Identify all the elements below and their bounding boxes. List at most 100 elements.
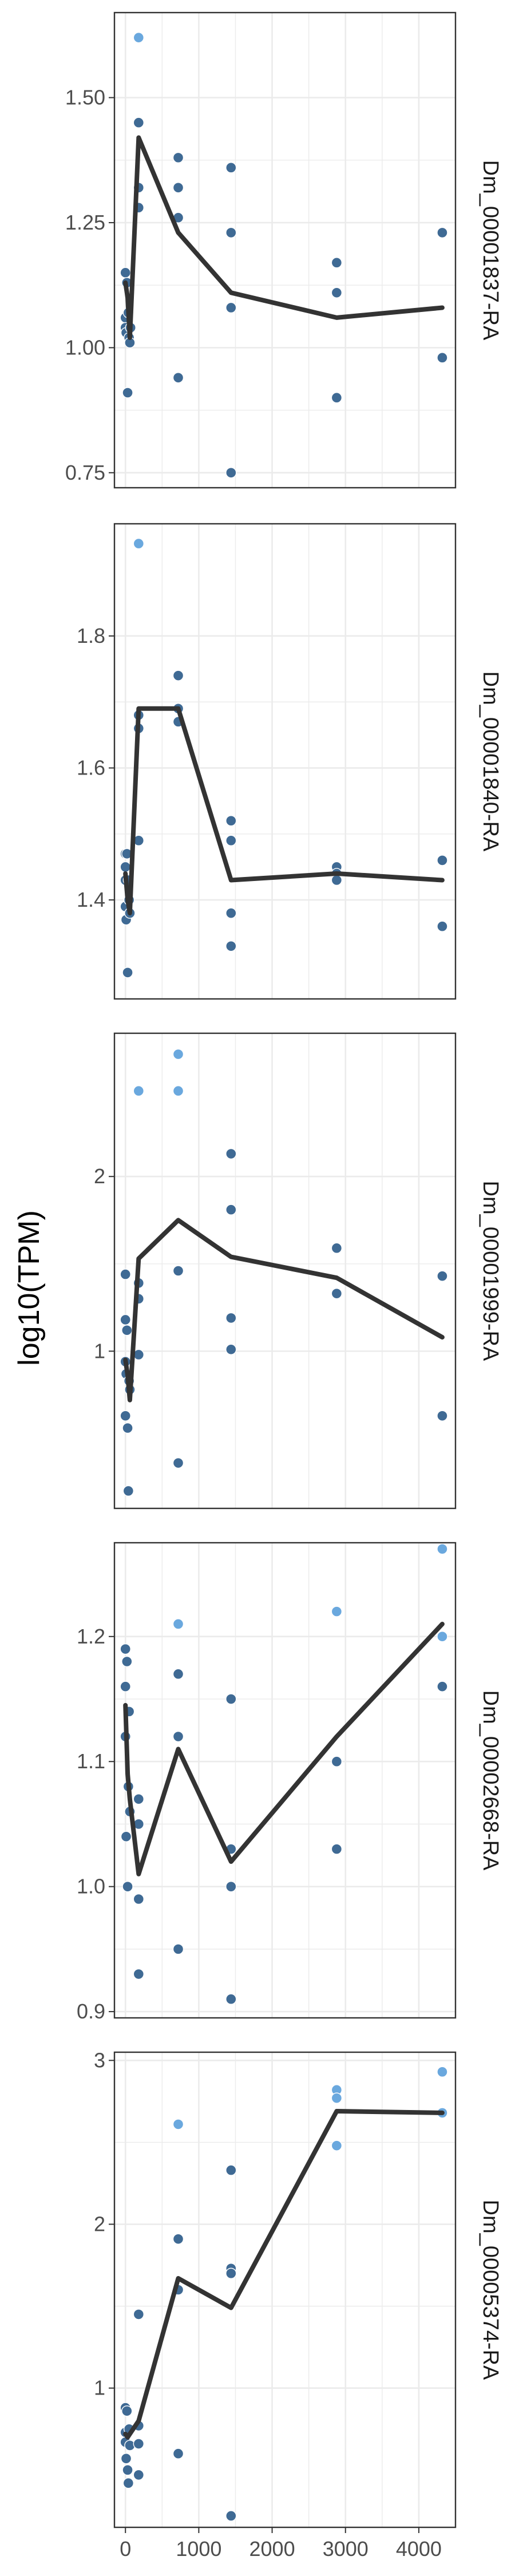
data-point (225, 302, 237, 314)
data-point (172, 1457, 184, 1469)
data-point (225, 1204, 237, 1215)
data-point (133, 1793, 144, 1805)
y-tick-label: 1.00 (65, 335, 105, 359)
data-point (437, 1543, 448, 1555)
data-point (120, 267, 131, 279)
data-point (121, 1656, 133, 1668)
data-point (225, 467, 237, 479)
facet-panel-5: 1 2 3 Dm_00005374-RA (94, 2048, 502, 2528)
y-axis-label: log10(TPM) (13, 1210, 46, 1366)
data-point (437, 855, 448, 866)
trend-line (123, 706, 445, 916)
data-point (133, 1085, 144, 1097)
trend-line (123, 1218, 445, 1402)
data-point (120, 1831, 132, 1842)
data-point (172, 1668, 184, 1680)
data-point (133, 2309, 144, 2320)
strip-label: Dm_00001840-RA (478, 671, 502, 852)
data-point (331, 1287, 343, 1299)
data-point (122, 2464, 133, 2476)
data-point (437, 1410, 448, 1421)
y-tick-label: 1.1 (77, 1749, 105, 1773)
data-point (331, 257, 343, 268)
panel-background (114, 524, 455, 999)
data-point (122, 2478, 134, 2489)
y-tick-label: 1 (94, 1339, 105, 1362)
data-point (225, 2164, 237, 2176)
data-point (437, 1270, 448, 1282)
data-point (437, 2066, 448, 2078)
panel-background (114, 2052, 455, 2527)
data-point (172, 182, 184, 193)
facet-panel-2: 1.4 1.6 1.8 Dm_00001840-RA (77, 523, 502, 1000)
data-point (225, 1993, 237, 2005)
data-point (225, 907, 237, 919)
data-point (122, 1422, 133, 1434)
facet-panels: 0.75 1.00 1.25 1.50 Dm_00001837-RA 1.4 1.6 1.8 D… (65, 11, 502, 2528)
panel-border (113, 523, 457, 1000)
data-point (120, 1410, 131, 1421)
strip-label: Dm_00005374-RA (478, 2200, 502, 2380)
x-tick-label: 4000 (396, 2537, 442, 2561)
data-point (122, 967, 133, 978)
x-tick-label: 2000 (249, 2537, 295, 2561)
facet-panel-4: 0.9 1.0 1.1 1.2 Dm_00002668-RA (77, 1542, 502, 2023)
data-point (122, 387, 133, 398)
trend-line (123, 1622, 445, 1876)
data-point (121, 1325, 133, 1336)
data-point (225, 1880, 237, 1893)
data-point (331, 2092, 343, 2104)
data-point (437, 227, 448, 239)
data-point (172, 1085, 184, 1097)
panel-border (113, 1542, 457, 2019)
y-tick-label: 0.9 (77, 2000, 105, 2023)
data-point (133, 2438, 144, 2449)
data-point (133, 1968, 144, 1980)
data-point (172, 1048, 184, 1060)
panel-background (114, 1033, 455, 1508)
data-point (225, 835, 237, 847)
data-point (172, 372, 184, 384)
data-point (437, 1631, 448, 1642)
data-point (133, 1893, 144, 1905)
data-point (225, 227, 237, 239)
data-point (225, 2267, 237, 2279)
strip-label: Dm_00001837-RA (478, 160, 502, 341)
data-point (331, 287, 343, 298)
data-point (225, 1148, 237, 1160)
y-tick-label: 1.0 (77, 1875, 105, 1898)
data-point (437, 920, 448, 932)
y-tick-label: 1.25 (65, 211, 105, 234)
x-tick-label: 0 (120, 2537, 131, 2561)
facet-panel-1: 0.75 1.00 1.25 1.50 Dm_00001837-RA (65, 11, 502, 489)
y-tick-label: 1.4 (77, 888, 105, 911)
data-point (120, 1269, 131, 1280)
data-point (331, 1756, 343, 1767)
y-tick-label: 1 (94, 2376, 105, 2400)
data-point (331, 1242, 343, 1254)
panel-background (114, 13, 455, 488)
panel-border (113, 11, 457, 489)
strip-label: Dm_00001999-RA (478, 1181, 502, 1361)
data-point (331, 392, 343, 404)
data-point (121, 2405, 133, 2417)
x-tick-label: 1000 (176, 2537, 221, 2561)
data-point (225, 1693, 237, 1705)
panel-background (114, 1543, 455, 2018)
data-point (133, 538, 144, 550)
data-point (225, 815, 237, 827)
data-point (172, 1618, 184, 1630)
data-point (225, 2510, 237, 2522)
trend-line (123, 135, 445, 340)
data-point (225, 1344, 237, 1356)
facet-panel-3: 1 2 Dm_00001999-RA (94, 1032, 502, 1510)
y-tick-label: 2 (94, 2212, 105, 2236)
data-point (225, 941, 237, 952)
data-point (331, 874, 343, 886)
data-point (120, 861, 131, 873)
data-point (122, 1485, 134, 1497)
data-point (331, 1843, 343, 1855)
data-point (172, 670, 184, 681)
y-tick-label: 3 (94, 2048, 105, 2072)
